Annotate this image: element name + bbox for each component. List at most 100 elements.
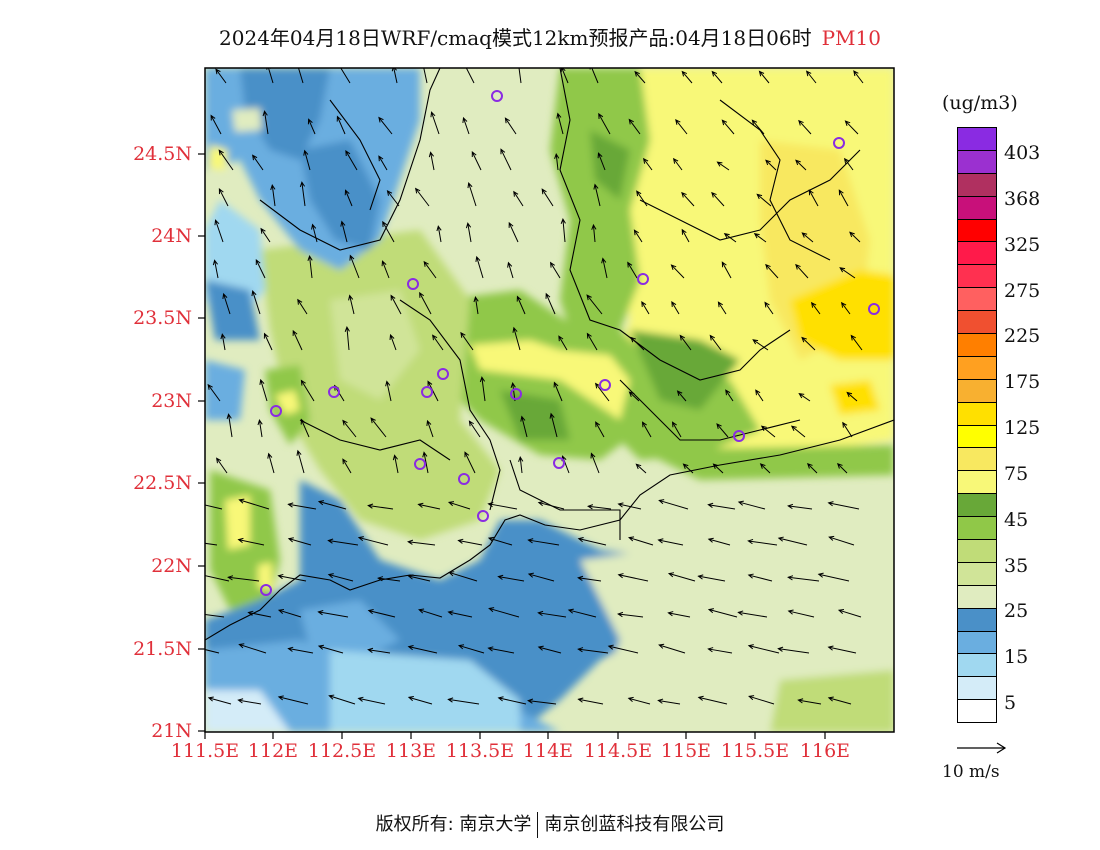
wind-arrow — [381, 260, 390, 279]
title-variable: PM10 — [821, 26, 881, 50]
lon-label-114-5: 114.5E — [583, 740, 653, 762]
wind-arrow — [237, 698, 262, 705]
wind-arrow — [711, 191, 725, 207]
wind-arrow — [712, 463, 724, 474]
legend-swatch — [958, 700, 996, 723]
wind-arrow — [311, 223, 318, 243]
legend-swatch — [958, 356, 996, 380]
wind-arrow — [287, 537, 312, 546]
wind-arrow — [340, 68, 351, 84]
wind-arrow — [747, 644, 780, 654]
wind-arrow — [317, 500, 347, 510]
station-marker — [270, 405, 282, 417]
wind-arrow — [520, 415, 528, 438]
wind-arrow — [508, 221, 519, 243]
wind-arrow — [342, 458, 352, 474]
legend-swatch — [958, 196, 996, 220]
wind-arrow — [426, 419, 434, 438]
wind-arrow — [516, 295, 526, 315]
wind-arrow — [617, 573, 649, 582]
wind-arrow — [589, 68, 599, 84]
wind-arrow — [707, 647, 733, 654]
wind-arrow — [801, 336, 816, 351]
wind-arrow — [586, 294, 603, 315]
footer-left: 版权所有: 南京大学 — [375, 814, 532, 835]
wind-arrow — [317, 644, 344, 654]
wind-arrow — [465, 222, 472, 243]
wind-arrow — [827, 501, 860, 510]
wind-arrow — [537, 645, 562, 654]
legend-label: 225 — [1004, 325, 1041, 347]
wind-arrow — [657, 698, 681, 705]
wind-arrow — [707, 537, 731, 546]
legend-label: 403 — [1004, 142, 1041, 164]
wind-reference-label: 10 m/s — [942, 762, 1000, 782]
wind-arrow — [676, 390, 687, 402]
wind-arrow — [342, 419, 357, 438]
wind-arrow — [462, 116, 470, 135]
wind-arrow — [630, 336, 645, 351]
wind-arrow — [447, 697, 480, 705]
wind-arrow — [205, 542, 218, 546]
wind-arrow — [759, 463, 771, 474]
wind-arrow — [500, 148, 512, 171]
lon-label-112: 112E — [247, 740, 299, 762]
wind-arrow — [307, 118, 316, 135]
station-marker — [328, 386, 340, 398]
wind-arrow — [598, 112, 611, 135]
wind-arrow — [344, 189, 353, 207]
legend-label: 15 — [1004, 646, 1029, 668]
wind-arrow — [795, 159, 807, 171]
wind-arrow — [790, 425, 806, 438]
wind-arrow — [634, 70, 646, 84]
wind-arrow — [428, 151, 435, 171]
wind-arrow — [810, 301, 821, 315]
legend-swatch — [958, 540, 996, 563]
wind-arrow — [628, 536, 654, 546]
wind-arrow — [205, 504, 223, 510]
wind-arrow — [436, 225, 442, 243]
wind-arrow — [292, 329, 303, 351]
wind-arrow — [257, 419, 263, 438]
wind-arrow — [577, 537, 607, 546]
wind-arrow — [479, 376, 486, 402]
wind-arrow — [218, 149, 234, 171]
wind-arrow — [849, 231, 861, 243]
legend-swatch — [958, 242, 996, 266]
wind-arrow — [220, 333, 226, 351]
wind-arrow — [838, 189, 849, 207]
wind-arrow — [407, 574, 431, 582]
wind-arrow — [755, 389, 764, 402]
wind-arrow — [675, 118, 688, 135]
wind-arrow — [216, 457, 228, 474]
wind-arrow — [641, 421, 652, 438]
wind-arrow — [386, 189, 400, 207]
wind-arrow — [277, 695, 309, 705]
wind-arrow — [345, 150, 358, 171]
wind-arrow — [238, 498, 270, 510]
wind-arrow — [777, 646, 810, 654]
wind-arrow — [591, 223, 597, 243]
wind-arrow — [577, 647, 609, 654]
wind-arrow — [464, 451, 476, 474]
legend-swatch — [958, 585, 996, 609]
legend-swatch — [958, 494, 996, 518]
wind-arrow — [357, 696, 386, 705]
wind-arrow — [636, 190, 648, 207]
concentration-field — [205, 68, 894, 732]
legend-swatch — [958, 265, 996, 289]
wind-arrow — [682, 463, 694, 474]
wind-arrow — [627, 261, 638, 279]
wind-arrow — [527, 538, 560, 546]
wind-arrow — [627, 696, 651, 705]
wind-arrow — [549, 412, 558, 438]
lat-label-21: 21N — [151, 720, 192, 742]
station-marker — [491, 90, 503, 102]
wind-arrow — [328, 694, 356, 705]
legend-swatch — [958, 677, 996, 701]
wind-arrow — [427, 380, 439, 402]
wind-arrow — [407, 696, 433, 705]
wind-arrow — [672, 157, 683, 171]
wind-arrow — [541, 188, 554, 207]
lon-label-113-5: 113.5E — [445, 740, 515, 762]
